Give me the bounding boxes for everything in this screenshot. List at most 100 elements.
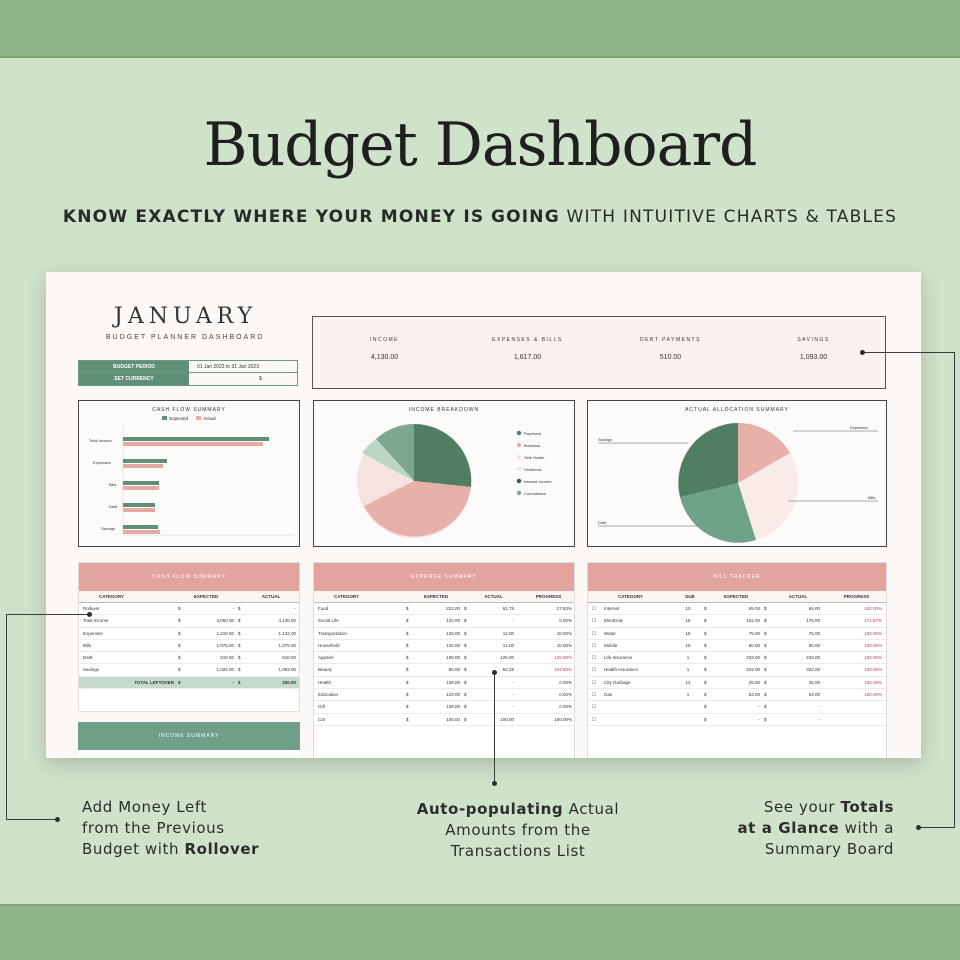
- table-cell[interactable]: 322.00: [746, 667, 760, 673]
- table-cell[interactable]: 1,075.00: [278, 642, 296, 648]
- table-cell[interactable]: $: [464, 642, 467, 648]
- table-cell[interactable]: ☐: [592, 667, 597, 673]
- table-cell[interactable]: 80.00: [748, 642, 760, 648]
- table-cell[interactable]: $: [406, 655, 409, 661]
- table-cell[interactable]: 4,130.00: [278, 618, 296, 624]
- table-cell[interactable]: $: [704, 618, 707, 624]
- table-cell[interactable]: ☐: [592, 704, 597, 710]
- table-cell[interactable]: $: [238, 618, 241, 624]
- table-cell[interactable]: 25.00: [808, 679, 820, 685]
- table-cell[interactable]: $: [464, 679, 467, 685]
- table-cell[interactable]: 1: [686, 692, 690, 698]
- table-cell[interactable]: 100.00%: [864, 667, 882, 673]
- table-cell[interactable]: -: [818, 716, 821, 722]
- table-cell[interactable]: 12: [685, 679, 691, 685]
- table-cell[interactable]: $: [406, 704, 409, 710]
- table-cell[interactable]: 100.00: [446, 679, 460, 685]
- table-cell[interactable]: $: [238, 655, 241, 661]
- table-cell[interactable]: 0.00%: [559, 704, 572, 710]
- table-cell[interactable]: 1: [686, 667, 690, 673]
- table-cell[interactable]: 120.00: [446, 642, 460, 648]
- table-cell[interactable]: $: [238, 667, 241, 673]
- table-cell[interactable]: $: [464, 716, 467, 722]
- table-cell[interactable]: 100.00%: [864, 630, 882, 636]
- table-cell[interactable]: 0.00%: [559, 679, 572, 685]
- table-cell[interactable]: 75.00: [808, 630, 820, 636]
- table-cell[interactable]: [672, 701, 700, 712]
- table-cell[interactable]: Total Income: [83, 618, 109, 624]
- table-cell[interactable]: $: [406, 618, 409, 624]
- table-cell[interactable]: 510.00: [282, 655, 296, 661]
- table-cell[interactable]: Electricity: [604, 618, 624, 624]
- table-cell[interactable]: $: [178, 618, 181, 624]
- table-cell[interactable]: $: [764, 692, 767, 698]
- table-cell[interactable]: Life Insurance: [604, 655, 633, 661]
- table-cell[interactable]: 102.00: [746, 618, 760, 624]
- table-cell[interactable]: 100.00: [446, 655, 460, 661]
- table-cell[interactable]: 120.00: [446, 692, 460, 698]
- table-cell[interactable]: $: [764, 618, 767, 624]
- table-cell[interactable]: $: [464, 618, 467, 624]
- table-cell[interactable]: [820, 714, 882, 725]
- table-cell[interactable]: [820, 701, 882, 712]
- table-cell[interactable]: 100.00%: [864, 606, 882, 611]
- table-cell[interactable]: ☐: [592, 642, 597, 648]
- table-cell[interactable]: 50.00: [448, 667, 460, 673]
- table-cell[interactable]: ☐: [592, 606, 597, 611]
- table-cell[interactable]: $: [464, 655, 467, 661]
- table-cell[interactable]: 1,022.00: [216, 667, 234, 673]
- table-cell[interactable]: Food: [318, 606, 329, 611]
- table-cell[interactable]: 100.00: [446, 704, 460, 710]
- table-cell[interactable]: 171.57%: [864, 618, 882, 624]
- table-cell[interactable]: Savings: [83, 667, 100, 673]
- table-cell[interactable]: -: [818, 704, 821, 710]
- table-cell[interactable]: 10.00%: [556, 630, 572, 636]
- table-cell[interactable]: $: [178, 655, 181, 661]
- table-cell[interactable]: 222.00: [446, 606, 460, 611]
- table-cell[interactable]: 120.00: [446, 630, 460, 636]
- currency-value[interactable]: $: [259, 376, 262, 382]
- table-cell[interactable]: Household: [318, 642, 340, 648]
- table-cell[interactable]: 10: [685, 606, 691, 611]
- table-cell[interactable]: 1,210.00: [216, 630, 234, 636]
- table-cell[interactable]: 125.00: [500, 655, 514, 661]
- table-cell[interactable]: 104.50%: [554, 667, 572, 673]
- table-cell[interactable]: Debt: [83, 655, 93, 661]
- table-cell[interactable]: Education: [318, 692, 339, 698]
- table-cell[interactable]: 120.00: [446, 618, 460, 624]
- table-cell[interactable]: Bills: [83, 642, 92, 648]
- table-cell[interactable]: $: [406, 679, 409, 685]
- table-cell[interactable]: City Garbage: [604, 679, 631, 685]
- table-cell[interactable]: -: [512, 679, 515, 685]
- table-cell[interactable]: $: [704, 692, 707, 698]
- table-cell[interactable]: 12.00: [502, 642, 514, 648]
- table-cell[interactable]: ☐: [592, 630, 597, 636]
- table-cell[interactable]: -: [294, 606, 297, 611]
- table-cell[interactable]: $: [764, 716, 767, 722]
- table-cell[interactable]: 125.00%: [554, 655, 572, 661]
- table-cell[interactable]: $: [464, 630, 467, 636]
- table-cell[interactable]: 53.00: [748, 692, 760, 698]
- table-cell[interactable]: Health Insurance: [604, 667, 639, 673]
- period-value[interactable]: 01 Jan 2023 to 31 Jan 2023: [197, 364, 259, 370]
- table-cell[interactable]: 0.00%: [559, 618, 572, 624]
- table-cell[interactable]: 100.00%: [864, 692, 882, 698]
- table-cell[interactable]: Mobile: [604, 642, 618, 648]
- table-cell[interactable]: Beauty: [318, 667, 333, 673]
- table-cell[interactable]: 75.00: [748, 630, 760, 636]
- table-cell[interactable]: $: [464, 692, 467, 698]
- table-cell[interactable]: 4,050.00: [216, 618, 234, 624]
- table-cell[interactable]: -: [512, 618, 515, 624]
- table-cell[interactable]: ☐: [592, 716, 597, 722]
- table-cell[interactable]: $: [704, 704, 707, 710]
- table-cell[interactable]: $: [406, 642, 409, 648]
- table-cell[interactable]: $: [178, 642, 181, 648]
- table-cell[interactable]: [672, 714, 700, 725]
- table-cell[interactable]: [600, 701, 672, 712]
- table-cell[interactable]: Rollover: [83, 606, 100, 611]
- table-cell[interactable]: 1,075.00: [216, 642, 234, 648]
- table-cell[interactable]: Gas: [604, 692, 613, 698]
- table-cell[interactable]: -: [758, 716, 761, 722]
- table-cell[interactable]: $: [704, 716, 707, 722]
- table-cell[interactable]: 233.00: [806, 655, 820, 661]
